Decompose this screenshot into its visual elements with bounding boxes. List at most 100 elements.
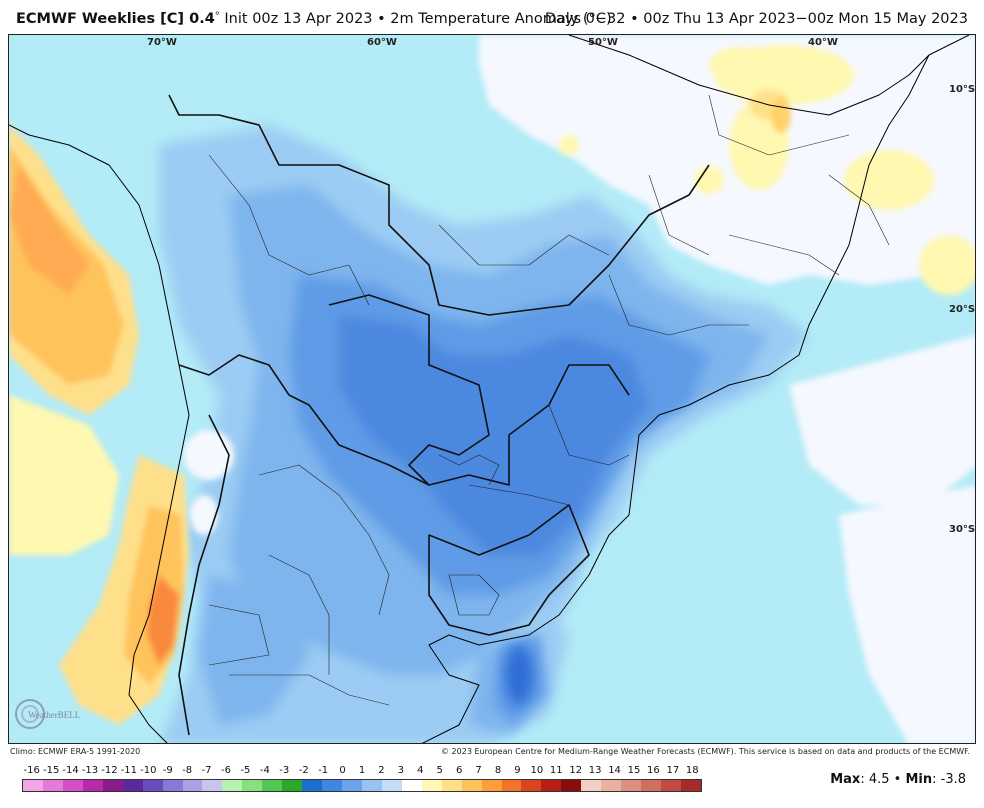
coastlines [9, 35, 970, 743]
colorbar-tick-label: 17 [666, 765, 680, 776]
lon-label-70w: 70°W [147, 37, 177, 48]
colorbar-tick-labels: -16 -15 -14 -13 -12 -11 -10 -9 -8 -7 -6 -5 -4 -3 -2 -1 0… [20, 765, 705, 777]
colorbar-swatch [262, 780, 283, 791]
colorbar-swatch [381, 780, 402, 791]
colorbar-swatch [481, 780, 502, 791]
colorbar-tick-label: 15 [627, 765, 641, 776]
warm-patches-andes [9, 125, 189, 725]
colorbar-swatch [102, 780, 123, 791]
colorbar-tick-label: 12 [569, 765, 583, 776]
colorbar-swatch [82, 780, 103, 791]
colorbar-tick-label: -16 [23, 765, 40, 776]
colorbar-swatch [661, 780, 681, 791]
colorbar-swatch [680, 780, 701, 791]
colorbar-tick-label: 9 [514, 765, 521, 776]
colorbar-swatch [242, 780, 263, 791]
weatherbell-logo: WeatherBELL [14, 696, 104, 732]
colorbar-tick-label: 13 [588, 765, 602, 776]
colorbar-tick-label: -7 [201, 765, 212, 776]
colorbar-swatch [62, 780, 83, 791]
colorbar-tick-label: -3 [279, 765, 290, 776]
colorbar-tick-label: 7 [475, 765, 482, 776]
colorbar-swatch [142, 780, 163, 791]
map-canvas [9, 35, 975, 743]
lon-label-60w: 60°W [367, 37, 397, 48]
colorbar-tick-label: 14 [608, 765, 621, 776]
colorbar-tick-label: 2 [378, 765, 385, 776]
neutral-patches-south [184, 430, 234, 535]
swirl-icon: WeatherBELL [15, 699, 80, 729]
colorbar-tick-label: -11 [120, 765, 138, 776]
colorbar-swatch [501, 780, 522, 791]
colorbar-tick-label: 5 [436, 765, 443, 776]
lat-label-20s: 20°S [949, 304, 976, 315]
colorbar-swatch [162, 780, 183, 791]
colorbar-tick-label: -4 [259, 765, 270, 776]
anomaly-map: 70°W 60°W 50°W 40°W 10°S 20°S 30°S [8, 34, 976, 744]
lon-label-40w: 40°W [808, 37, 838, 48]
colorbar-tick-label: -12 [101, 765, 118, 776]
colorbar-tick-label: 3 [397, 765, 405, 776]
colorbar-tick-label: 0 [339, 765, 346, 776]
lon-label-50w: 50°W [588, 37, 618, 48]
neutral-region [479, 35, 975, 743]
colorbar-swatch [401, 780, 422, 791]
colorbar-tick-label: -10 [140, 765, 157, 776]
colorbar-swatch [42, 780, 63, 791]
colorbar-tick-label: -5 [240, 765, 251, 776]
colorbar-tick-label: 4 [417, 765, 424, 776]
min-label: Min [905, 772, 933, 787]
colorbar-tick-label: -1 [318, 765, 329, 776]
degree-mark: ° [214, 11, 220, 22]
colorbar-swatch [361, 780, 382, 791]
state-borders [208, 94, 890, 706]
country-borders [168, 94, 710, 736]
colorbar-swatch [182, 780, 203, 791]
colorbar-tick-label: -14 [62, 765, 79, 776]
max-min-readout: Max: 4.5 • Min: -3.8 [830, 772, 966, 787]
colorbar-swatch [561, 780, 582, 791]
colorbar-tick-label: -8 [182, 765, 193, 776]
colorbar-swatch [23, 780, 43, 791]
colorbar-swatch [202, 780, 223, 791]
colorbar-swatch [521, 780, 542, 791]
cold-anomaly-layer-4 [339, 315, 649, 705]
colorbar-swatch [601, 780, 622, 791]
lat-label-30s: 30°S [949, 524, 976, 535]
product-title: ECMWF Weeklies [C] 0.4 [16, 11, 215, 27]
colorbar-swatch [441, 780, 462, 791]
logo-text: WeatherBELL [28, 710, 80, 720]
colorbar-swatch [541, 780, 562, 791]
colorbar-swatch [421, 780, 442, 791]
valid-period: Days 0−32 • 00z Thu 13 Apr 2023−00z Mon … [544, 11, 968, 27]
colorbar-tick-label: 16 [647, 765, 660, 776]
colorbar-swatch [461, 780, 482, 791]
colorbar [22, 779, 702, 792]
colorbar-tick-label: 8 [494, 765, 502, 776]
colorbar-tick-label: 6 [455, 765, 463, 776]
max-value: 4.5 [868, 772, 890, 787]
copyright-note: © 2023 European Centre for Medium-Range … [441, 747, 970, 756]
colorbar-tick-label: -6 [221, 765, 231, 776]
colorbar-swatch [621, 780, 642, 791]
max-label: Max [830, 772, 861, 787]
colorbar-tick-label: 10 [530, 765, 544, 776]
colorbar-swatch [282, 780, 303, 791]
colorbar-tick-label: 1 [358, 765, 366, 776]
colorbar-swatch [342, 780, 362, 791]
warm-patches-northeast [559, 45, 975, 295]
init-info: Init 00z 13 Apr 2023 • 2m Temperature An… [224, 11, 612, 27]
colorbar-swatch [322, 780, 342, 791]
header: ECMWF Weeklies [C] 0.4° Init 00z 13 Apr … [0, 0, 984, 34]
lat-label-10s: 10°S [949, 84, 976, 95]
climo-note: Climo: ECMWF ERA-5 1991-2020 [10, 747, 141, 756]
min-value: -3.8 [940, 772, 966, 787]
colorbar-tick-label: -13 [81, 765, 99, 776]
colorbar-tick-label: -15 [42, 765, 60, 776]
colorbar-swatch [581, 780, 602, 791]
colorbar-swatch [222, 780, 243, 791]
colorbar-swatch [122, 780, 143, 791]
colorbar-swatch [641, 780, 661, 791]
colorbar-tick-label: -9 [162, 765, 173, 776]
title-left: ECMWF Weeklies [C] 0.4° Init 00z 13 Apr … [16, 11, 612, 27]
